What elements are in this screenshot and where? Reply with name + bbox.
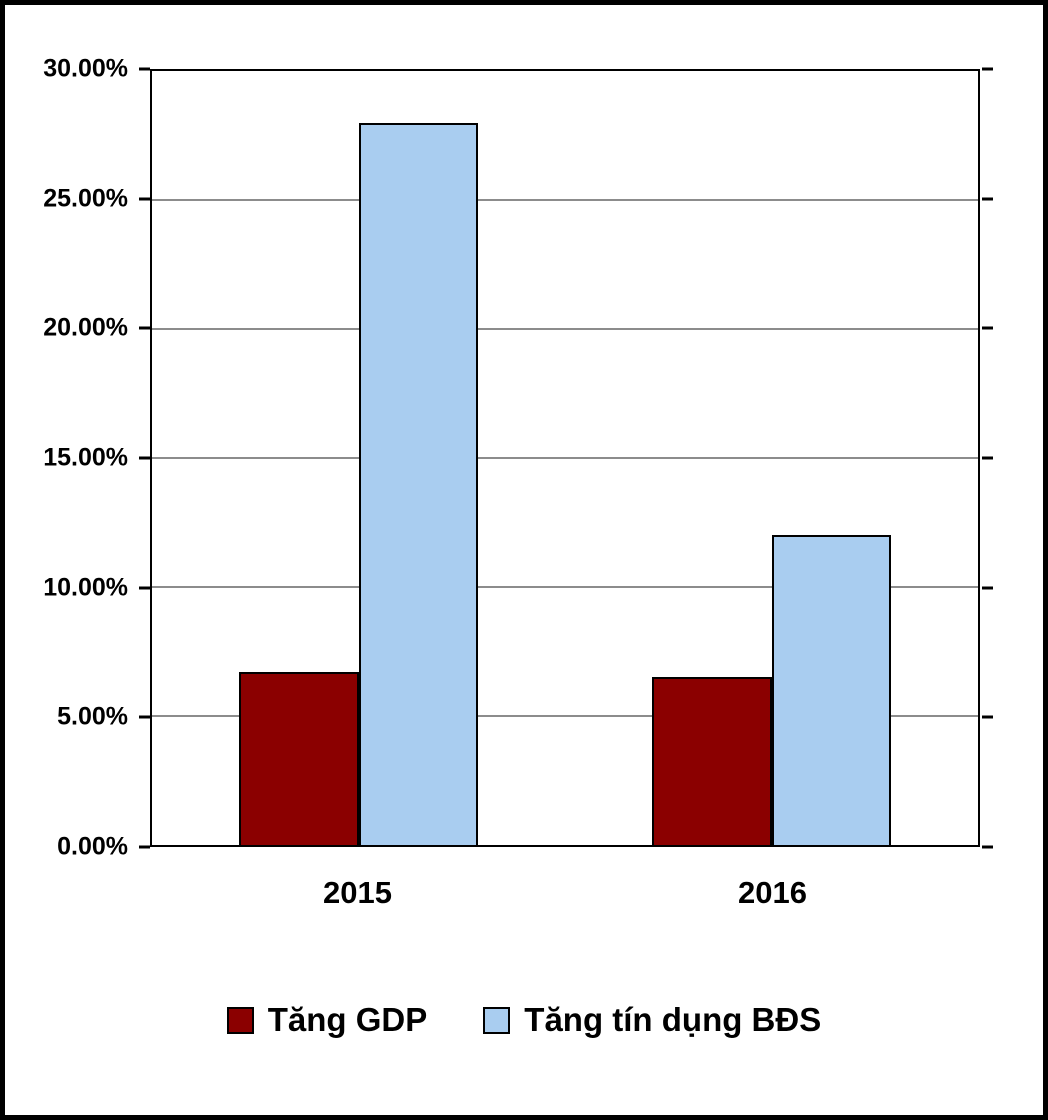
- legend-item-tang-tin-dung-b-s: Tăng tín dụng BĐS: [483, 1001, 821, 1039]
- y-tick-mark: [982, 326, 993, 330]
- gridlines: [152, 71, 978, 845]
- y-tick-mark: [982, 586, 993, 590]
- y-axis: 0.00% 5.00% 10.00% 15.00% 20.00% 25.00% 30.00%: [5, 56, 150, 859]
- y-tick-mark: [982, 67, 993, 71]
- legend: Tăng GDP Tăng tín dụng BĐS: [5, 990, 1043, 1050]
- legend-swatch: [483, 1006, 511, 1034]
- y-tick-mark: [139, 586, 150, 590]
- y-tick-label: 5.00%: [57, 702, 128, 731]
- y-tick-label: 10.00%: [43, 573, 128, 602]
- y-tick-mark: [982, 845, 993, 849]
- gridline: [152, 199, 978, 201]
- gridline: [152, 328, 978, 331]
- x-label-2015: 2015: [323, 875, 392, 910]
- bar-group-2015: [152, 71, 565, 845]
- x-label-2016: 2016: [738, 875, 807, 910]
- gridline: [152, 715, 978, 718]
- y-tick-mark: [139, 67, 150, 71]
- y-tick-label: 30.00%: [43, 54, 128, 83]
- y-tick-mark: [139, 845, 150, 849]
- y-tick-mark: [139, 456, 150, 460]
- legend-item-tang-gdp: Tăng GDP: [226, 1001, 428, 1039]
- y-tick-label: 15.00%: [43, 443, 128, 472]
- bar-tang-gdp: [651, 677, 772, 845]
- plot-area: [150, 69, 980, 847]
- y-tick-mark: [139, 326, 150, 330]
- bar-tang-gdp: [238, 672, 359, 845]
- gridline: [152, 586, 978, 589]
- y-tick-mark: [982, 715, 993, 719]
- y-tick-mark: [982, 197, 993, 201]
- bar-groups: [152, 71, 978, 845]
- y-tick-label: 0.00%: [57, 832, 128, 861]
- bar-tang-tin-dung-b-s: [358, 122, 479, 845]
- legend-swatch: [226, 1006, 254, 1034]
- bar-tang-tin-dung-b-s: [771, 535, 892, 845]
- gridline: [152, 457, 978, 459]
- y-tick-mark: [139, 197, 150, 201]
- bar-group-2016: [565, 71, 978, 845]
- x-axis: 2015 2016: [150, 875, 980, 911]
- legend-label: Tăng tín dụng BĐS: [524, 1001, 822, 1038]
- right-tick-marks: [982, 67, 995, 849]
- y-tick-label: 25.00%: [43, 184, 128, 213]
- y-tick-label: 20.00%: [43, 313, 128, 342]
- y-tick-mark: [139, 715, 150, 719]
- y-tick-mark: [982, 456, 993, 460]
- legend-label: Tăng GDP: [267, 1001, 428, 1038]
